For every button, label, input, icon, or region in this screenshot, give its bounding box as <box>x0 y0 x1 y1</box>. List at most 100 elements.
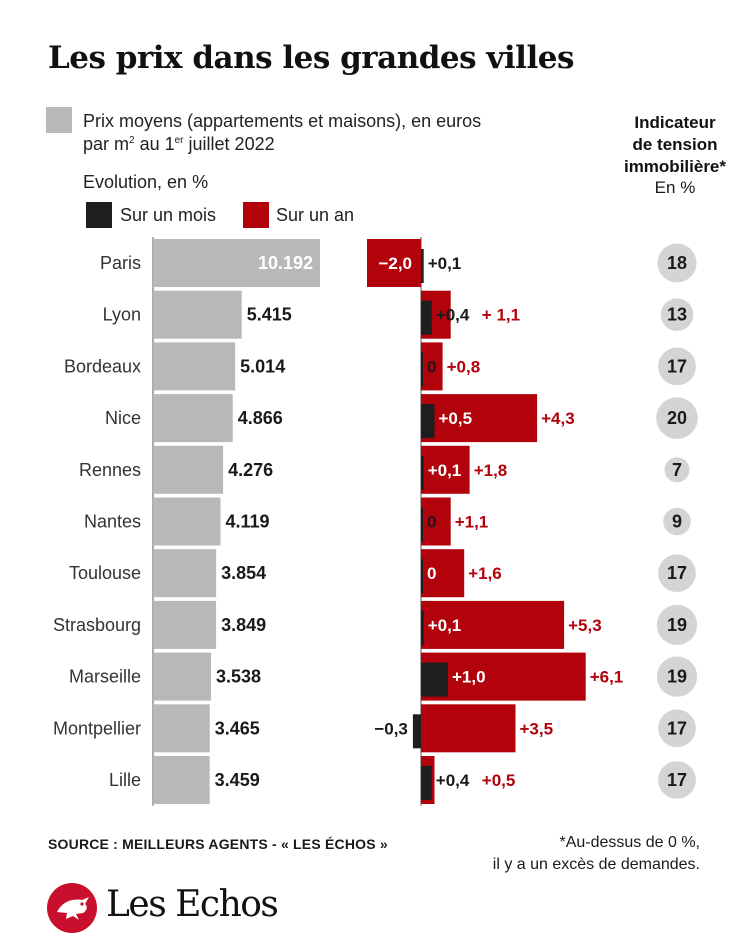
month-value-label: −0,3 <box>374 719 408 738</box>
price-bar <box>153 342 236 391</box>
city-label: Lille <box>109 770 141 790</box>
tension-circle <box>658 347 696 386</box>
les-echos-logo <box>46 882 98 939</box>
price-bar <box>153 704 210 753</box>
month-value-label: 0 <box>427 513 436 532</box>
year-value-label: +1,8 <box>474 461 508 480</box>
tension-value-label: 17 <box>667 718 687 738</box>
price-value-label: 3.459 <box>215 770 260 790</box>
month-bar <box>421 507 423 542</box>
price-bar <box>153 497 221 546</box>
tension-value-label: 17 <box>667 563 687 583</box>
price-value-label: 3.538 <box>216 667 261 687</box>
year-bar <box>421 445 470 494</box>
city-label: Montpellier <box>53 718 141 738</box>
legend-price-line1: Prix moyens (appartements et maisons), e… <box>83 111 482 131</box>
month-value-label: +0,5 <box>439 409 473 428</box>
tension-value-label: 17 <box>667 770 687 790</box>
city-label: Strasbourg <box>53 615 141 635</box>
price-bar <box>153 652 211 701</box>
month-value-label: 0 <box>427 564 436 583</box>
city-label: Lyon <box>103 305 141 325</box>
legend-evolution-label: Evolution, en % <box>83 172 209 192</box>
lion-emblem-icon <box>47 883 97 933</box>
price-bar <box>153 290 242 339</box>
tension-value-label: 7 <box>672 460 682 480</box>
month-value-label: 0 <box>427 357 436 376</box>
tension-circle <box>664 457 690 483</box>
year-bar <box>421 549 465 598</box>
price-value-label: 10.192 <box>258 253 313 273</box>
price-bar <box>153 239 320 287</box>
price-value-label: 4.866 <box>238 408 283 428</box>
month-bar <box>421 610 424 645</box>
month-value-label: +0,1 <box>428 616 462 635</box>
city-label: Bordeaux <box>64 356 141 376</box>
year-bar <box>421 600 565 649</box>
price-value-label: 3.849 <box>221 615 266 635</box>
tension-circle <box>658 761 696 799</box>
tension-circle <box>658 709 696 748</box>
price-value-label: 5.014 <box>240 356 285 376</box>
legend-swatch-price <box>46 107 72 133</box>
month-bar <box>421 559 423 594</box>
price-value-label: 3.465 <box>215 718 260 738</box>
chart-area: Paris 10.192 +0,1 −2,0 18 Lyon 5.415 +0,4 + 1,1 1… <box>53 237 698 806</box>
legend-month-label: Sur un mois <box>120 205 217 225</box>
price-bar <box>153 445 224 494</box>
month-value-label: +0,4 <box>436 306 470 325</box>
year-value-label: +6,1 <box>590 668 624 687</box>
year-bar <box>421 497 451 546</box>
tension-circle <box>663 507 691 536</box>
logo-text: Les Echos <box>106 884 279 925</box>
tension-circle <box>658 554 696 593</box>
year-value-label: +3,5 <box>520 719 554 738</box>
month-value-label: +1,0 <box>452 668 486 687</box>
month-value-label: +0,1 <box>428 254 462 273</box>
city-label: Rennes <box>79 460 141 480</box>
year-value-label: +0,8 <box>447 357 481 376</box>
year-bar <box>367 239 421 287</box>
month-bar <box>421 455 424 490</box>
month-bar <box>412 714 421 749</box>
chart-title: Les prix dans les grandes villes <box>48 40 574 76</box>
tension-circle <box>656 397 698 439</box>
month-value-label: +0,4 <box>436 771 470 790</box>
year-bar <box>421 394 538 443</box>
indicator-unit: En % <box>654 178 696 197</box>
year-value-label: +5,3 <box>568 616 602 635</box>
tension-circle <box>657 243 697 283</box>
legend-swatch-month <box>86 202 112 228</box>
year-value-label: +1,1 <box>455 513 489 532</box>
legend-price-line2: par m2 au 1er juillet 2022 <box>83 134 275 154</box>
price-value-label: 3.854 <box>221 563 266 583</box>
source-text: SOURCE : MEILLEURS AGENTS - « LES ÉCHOS … <box>48 836 388 852</box>
price-bar <box>153 600 217 649</box>
tension-value-label: 18 <box>667 253 687 273</box>
year-bar <box>421 342 443 391</box>
legend-swatch-year <box>243 202 269 228</box>
city-label: Paris <box>100 253 141 273</box>
year-bar <box>421 704 516 753</box>
legend-year-label: Sur un an <box>276 205 355 225</box>
year-value-label: +0,5 <box>482 771 516 790</box>
year-value-label: +1,6 <box>468 564 502 583</box>
price-value-label: 4.119 <box>225 512 269 532</box>
city-label: Nantes <box>84 512 141 532</box>
tension-value-label: 17 <box>667 356 687 376</box>
tension-value-label: 20 <box>667 408 687 428</box>
price-bar <box>153 394 233 443</box>
tension-value-label: 19 <box>667 667 687 687</box>
footnote: *Au-dessus de 0 %, il y a un excès de de… <box>492 834 700 873</box>
indicator-title: Indicateur de tension immobilière* <box>623 113 727 176</box>
year-value-label: + 1,1 <box>482 306 520 325</box>
year-value-label: −2,0 <box>378 254 412 273</box>
tension-circle <box>656 656 698 697</box>
city-label: Marseille <box>69 667 141 687</box>
year-value-label: +4,3 <box>541 409 575 428</box>
tension-value-label: 13 <box>667 305 687 325</box>
year-bar <box>421 652 586 701</box>
month-bar <box>421 300 432 335</box>
price-bar <box>153 549 217 598</box>
month-bar <box>421 662 448 697</box>
